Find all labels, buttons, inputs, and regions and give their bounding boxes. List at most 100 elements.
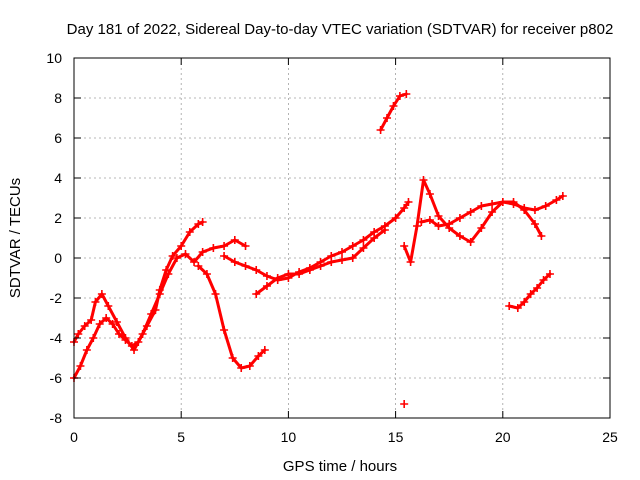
x-tick-label: 0 (70, 429, 78, 445)
data-point (539, 276, 548, 284)
y-tick-label: 2 (54, 210, 62, 226)
data-point (545, 270, 554, 278)
data-point (400, 242, 409, 250)
data-point (477, 202, 486, 210)
data-point (147, 310, 156, 318)
series-track-3 (194, 262, 269, 372)
x-tick-label: 20 (495, 429, 511, 445)
data-point (376, 126, 385, 134)
data-point (190, 258, 199, 266)
data-point (338, 248, 346, 256)
data-point (252, 266, 261, 274)
data-point (260, 346, 269, 354)
axis-ticks: 0 5 10 15 20 25 -8 -6 -4 -2 0 2 4 6 8 10 (46, 50, 618, 445)
data-point (505, 302, 514, 310)
data-point (383, 114, 392, 122)
data-point (402, 90, 411, 98)
data-point (370, 234, 379, 242)
x-tick-label: 10 (281, 429, 297, 445)
data-point (284, 270, 293, 278)
data-point (130, 346, 139, 354)
data-point (194, 220, 203, 228)
data-point (181, 250, 190, 258)
data-point (488, 200, 497, 208)
y-tick-label: 8 (54, 90, 62, 106)
data-point (185, 228, 194, 236)
data-point (104, 302, 113, 310)
data-point (138, 330, 147, 338)
data-point (89, 334, 98, 342)
data-point (172, 254, 181, 262)
data-point (177, 242, 186, 250)
data-point (254, 352, 263, 360)
data-point (82, 346, 91, 354)
y-tick-label: -2 (50, 290, 63, 306)
data-series-layer (70, 90, 567, 408)
series-line (72, 220, 205, 380)
data-point (112, 318, 121, 326)
data-point (262, 272, 271, 280)
data-point (108, 320, 117, 328)
data-point (220, 326, 229, 334)
data-point (513, 304, 522, 312)
data-point (526, 290, 535, 298)
y-tick-label: 10 (46, 50, 62, 66)
y-tick-label: 6 (54, 130, 62, 146)
plot-frame (73, 57, 611, 419)
data-point (434, 212, 443, 220)
data-point (80, 322, 89, 330)
data-point (327, 258, 336, 266)
data-point (198, 218, 207, 226)
data-point (348, 242, 357, 250)
data-point (220, 252, 229, 260)
data-point (252, 290, 261, 298)
data-point (359, 236, 368, 244)
data-point (541, 202, 550, 210)
series-track-10 (400, 400, 409, 408)
data-point (168, 252, 177, 260)
data-point (230, 236, 239, 244)
data-point (228, 354, 237, 362)
data-point (466, 238, 475, 246)
x-tick-label: 15 (388, 429, 404, 445)
data-point (209, 244, 218, 252)
grid-lines (74, 58, 610, 418)
y-tick-label: -4 (50, 330, 63, 346)
data-point (295, 270, 304, 278)
data-point (419, 176, 428, 184)
data-point (406, 258, 415, 266)
data-point (380, 226, 389, 234)
data-point (434, 222, 443, 230)
data-point (359, 244, 368, 252)
series-track-5 (252, 226, 389, 298)
data-point (121, 334, 130, 342)
data-point (348, 254, 357, 262)
data-point (220, 242, 229, 250)
y-tick-label: -6 (50, 370, 63, 386)
data-point (194, 262, 203, 270)
data-point (400, 400, 409, 408)
data-point (466, 208, 475, 216)
series-track-9 (505, 270, 554, 312)
data-point (498, 198, 507, 206)
data-point (316, 262, 325, 270)
data-point (417, 218, 426, 226)
data-point (509, 198, 518, 206)
y-tick-label: 0 (54, 250, 62, 266)
series-track-6 (376, 90, 411, 134)
data-point (530, 220, 539, 228)
y-axis-title: SDTVAR / TECUs (7, 178, 24, 298)
data-point (520, 298, 529, 306)
data-point (391, 214, 400, 222)
data-point (241, 242, 250, 250)
data-point (164, 270, 173, 278)
data-point (97, 290, 106, 298)
x-axis-title: GPS time / hours (283, 458, 397, 475)
data-point (95, 320, 104, 328)
data-point (230, 258, 239, 266)
data-point (262, 282, 271, 290)
data-point (413, 222, 422, 230)
data-point (488, 208, 497, 216)
data-point (425, 216, 434, 224)
